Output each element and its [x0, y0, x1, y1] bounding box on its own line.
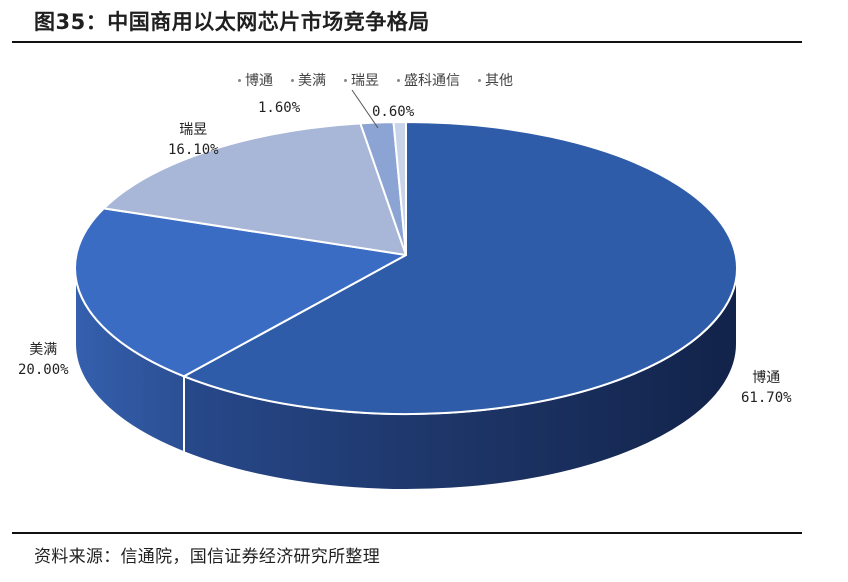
source-divider — [12, 532, 802, 534]
legend-label: 其他 — [485, 73, 513, 89]
figure-title: 图35：中国商用以太网芯片市场竞争格局 — [34, 10, 430, 34]
legend-label: 博通 — [245, 73, 273, 89]
data-label-broadcom: 博通 61.70% — [741, 368, 792, 408]
legend-marker-icon — [291, 78, 294, 82]
legend-item-realtek: 瑞昱 — [344, 70, 379, 90]
chart-legend: 博通 美满 瑞昱 盛科通信 其他 — [238, 70, 513, 90]
pie-slice-瑞昱 — [102, 122, 407, 256]
label-name: 博通 — [752, 370, 781, 386]
label-value: 0.60% — [372, 104, 415, 120]
legend-label: 美满 — [298, 73, 326, 89]
label-value: 16.10% — [168, 142, 219, 158]
legend-marker-icon — [238, 78, 241, 82]
legend-item-centec: 盛科通信 — [397, 70, 460, 90]
label-value: 61.70% — [741, 390, 792, 406]
label-value: 20.00% — [18, 362, 69, 378]
label-name: 美满 — [29, 342, 58, 358]
data-label-others: 其他 0.60% — [372, 82, 414, 122]
pie-slice-其他 — [392, 121, 407, 256]
pie-top-face — [74, 121, 738, 415]
legend-item-others: 其他 — [478, 70, 513, 90]
pie-slice-博通 — [183, 121, 738, 415]
legend-item-broadcom: 博通 — [238, 70, 273, 90]
data-label-realtek: 瑞昱 16.10% — [168, 120, 219, 160]
legend-item-marvell: 美满 — [291, 70, 326, 90]
title-divider — [12, 41, 802, 43]
legend-label: 盛科通信 — [404, 73, 460, 89]
leader-line-marvell — [351, 89, 379, 129]
legend-marker-icon — [397, 78, 400, 82]
legend-marker-icon — [344, 78, 347, 82]
label-name: 瑞昱 — [179, 122, 208, 138]
data-label-marvell: 美满 20.00% — [18, 340, 69, 380]
label-value: 1.60% — [258, 100, 301, 116]
data-label-centec: 盛科 1.60% — [258, 78, 300, 118]
legend-marker-icon — [478, 78, 481, 82]
pie-slice-美满 — [74, 207, 407, 378]
source-note: 资料来源：信通院，国信证券经济研究所整理 — [34, 547, 380, 567]
legend-label: 瑞昱 — [351, 73, 379, 89]
